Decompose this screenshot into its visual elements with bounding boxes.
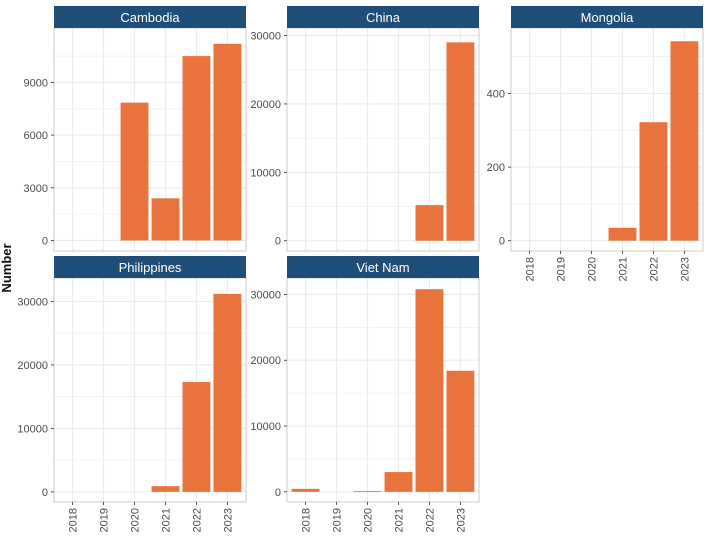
y-tick-label: 20000 (250, 355, 281, 367)
y-tick-label: 30000 (250, 289, 281, 301)
y-tick-label: 10000 (17, 423, 48, 435)
x-tick-label: 2019 (332, 508, 344, 532)
x-tick-label: 2021 (393, 508, 405, 532)
bar-philippines-2023 (213, 293, 242, 492)
bar-mongolia-2023 (670, 41, 699, 241)
bar-philippines-2022 (182, 382, 211, 492)
facet-title: Cambodia (120, 10, 180, 25)
bar-viet-nam-2021 (384, 472, 413, 492)
y-tick-label: 10000 (250, 421, 281, 433)
x-tick-label: 2019 (99, 508, 111, 532)
bar-cambodia-2021 (151, 198, 180, 241)
x-tick-label: 2021 (160, 508, 172, 532)
panel-viet-nam: 0 10000 20000 30000 2018 2019 2020 2021 2022 2023… (250, 256, 480, 532)
facet-strip (54, 256, 246, 278)
x-tick-label: 2020 (130, 508, 142, 532)
x-tick-label: 2022 (424, 508, 436, 532)
facet-strip (511, 6, 703, 28)
y-tick-label: 30000 (17, 296, 48, 308)
facet-strip (287, 256, 479, 278)
x-tick-label: 2023 (679, 257, 691, 281)
y-tick-label: 0 (275, 236, 281, 248)
x-tick-label: 2022 (648, 257, 660, 281)
bar-china-2023 (446, 42, 475, 241)
x-tick-label: 2018 (301, 508, 313, 532)
y-tick-label: 400 (487, 89, 505, 101)
y-tick-label: 0 (275, 487, 281, 499)
facet-title: Philippines (119, 260, 182, 275)
x-tick-label: 2023 (455, 508, 467, 532)
y-tick-label: 0 (42, 487, 48, 499)
y-tick-label: 3000 (24, 183, 48, 195)
y-tick-label: 10000 (250, 167, 281, 179)
x-tick-label: 2020 (363, 508, 375, 532)
bar-mongolia-2021 (608, 227, 637, 241)
y-tick-label: 30000 (250, 31, 281, 43)
y-tick-label: 0 (42, 235, 48, 247)
x-tick-label: 2019 (556, 257, 568, 281)
bar-philippines-2021 (151, 486, 180, 492)
facet-strip (54, 6, 246, 28)
bar-viet-nam-2020 (353, 491, 382, 492)
panel-china: 0 10000 20000 30000 China (250, 6, 480, 252)
bar-cambodia-2020 (120, 102, 149, 241)
panel-cambodia: 0 3000 6000 9000 Cambodia (24, 6, 247, 252)
bar-cambodia-2022 (182, 56, 211, 241)
x-tick-label: 2018 (525, 257, 537, 281)
bar-cambodia-2023 (213, 43, 242, 241)
x-tick-label: 2020 (587, 257, 599, 281)
y-tick-label: 200 (487, 162, 505, 174)
y-tick-label: 0 (499, 236, 505, 248)
y-tick-label: 9000 (24, 77, 48, 89)
facet-title: Viet Nam (356, 260, 409, 275)
y-tick-label: 20000 (250, 99, 281, 111)
panel-philippines: 0 10000 20000 30000 2018 2019 2020 2021 2022 2023… (17, 256, 247, 532)
bar-china-2022 (415, 205, 444, 241)
bar-viet-nam-2023 (446, 370, 475, 492)
bar-mongolia-2022 (639, 122, 668, 241)
chart-panels: 0300060009000Cambodia0100002000030000Chi… (17, 6, 704, 532)
bar-viet-nam-2018 (291, 488, 320, 492)
y-tick-label: 20000 (17, 360, 48, 372)
x-tick-label: 2023 (222, 508, 234, 532)
x-tick-label: 2018 (68, 508, 80, 532)
x-tick-label: 2022 (191, 508, 203, 532)
facet-title: China (366, 10, 401, 25)
x-tick-label: 2021 (617, 257, 629, 281)
bar-viet-nam-2022 (415, 289, 444, 492)
y-tick-label: 6000 (24, 130, 48, 142)
panel-mongolia: 0 200 400 2018 2019 2020 2021 2022 2023 Mongolia (487, 6, 704, 281)
y-axis-label: Number (0, 243, 14, 292)
facet-strip (287, 6, 479, 28)
facet-title: Mongolia (581, 10, 635, 25)
